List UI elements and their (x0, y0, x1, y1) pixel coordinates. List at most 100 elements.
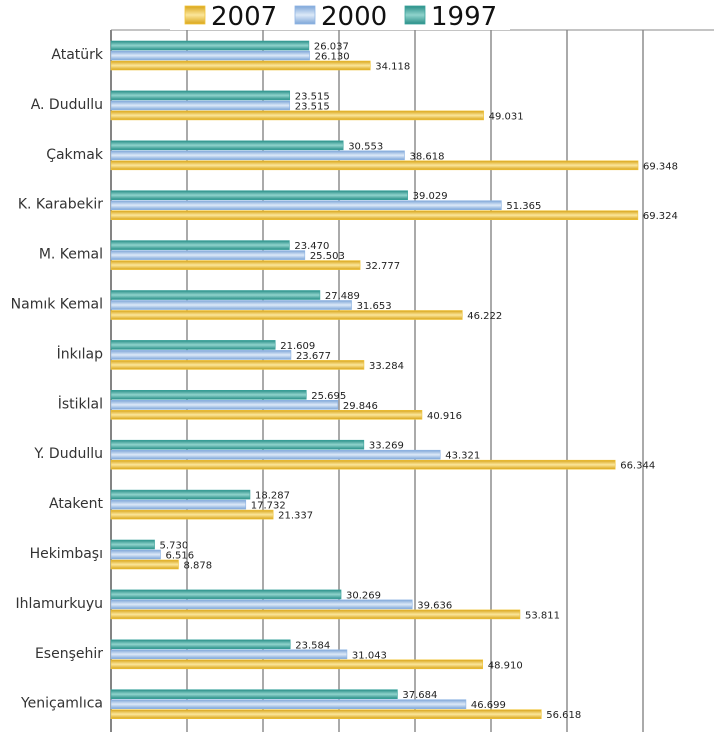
bar-2000 (110, 350, 292, 360)
data-label: 34.118 (375, 62, 410, 73)
bar-2000 (110, 300, 352, 310)
category-label: Namık Kemal (11, 297, 103, 313)
bar-1997 (110, 140, 344, 151)
bar-2007 (110, 609, 521, 620)
data-label: 38.618 (409, 151, 444, 162)
legend-background (170, 0, 510, 30)
bar-1997 (110, 389, 307, 400)
bar-2000 (110, 549, 161, 560)
bar-2000 (110, 649, 348, 660)
bar-1997 (110, 190, 408, 200)
bar-2000 (110, 150, 405, 161)
bars (110, 40, 639, 720)
data-label: 6.516 (166, 551, 195, 562)
legend-swatch-2007 (184, 5, 206, 25)
category-label: Y. Dudullu (33, 446, 103, 462)
category-label: A. Dudullu (31, 97, 103, 113)
data-label: 17.732 (251, 501, 286, 512)
data-label: 43.321 (445, 451, 480, 462)
category-label: Çakmak (46, 147, 104, 163)
bar-2007 (110, 409, 423, 420)
data-label: 5.730 (160, 541, 189, 552)
bar-1997 (110, 639, 291, 650)
data-label: 49.031 (489, 111, 524, 122)
data-label: 23.584 (295, 640, 330, 651)
bar-1997 (110, 539, 155, 550)
bar-1997 (110, 90, 291, 101)
gridlines (110, 29, 714, 732)
bar-2000 (110, 699, 467, 710)
bar-2000 (110, 50, 310, 61)
bar-1997 (110, 340, 276, 350)
data-label: 51.365 (506, 201, 541, 212)
bar-2000 (110, 399, 339, 410)
category-label: Ihlamurkuyu (16, 596, 103, 612)
category-label: M. Kemal (39, 247, 103, 263)
data-label: 31.043 (352, 650, 387, 661)
legend-label: 2000 (321, 2, 387, 32)
bar-2007 (110, 310, 463, 320)
data-label: 46.222 (467, 311, 502, 322)
bar-2007 (110, 459, 616, 470)
data-label: 27.489 (325, 291, 360, 302)
legend: 2007 2000 1997 (170, 0, 510, 32)
data-label: 23.515 (295, 101, 330, 112)
bar-1997 (110, 240, 290, 250)
data-label: 30.269 (346, 590, 381, 601)
data-label: 53.811 (525, 610, 560, 621)
data-label: 26.130 (315, 52, 350, 63)
bar-1997 (110, 290, 321, 300)
bar-2007 (110, 659, 484, 670)
data-label: 29.846 (343, 401, 378, 412)
category-label: İstiklal (58, 394, 103, 412)
data-label: 66.344 (620, 461, 655, 472)
bar-1997 (110, 689, 398, 700)
data-label: 48.910 (488, 660, 523, 671)
bar-2000 (110, 200, 502, 210)
bar-2007 (110, 260, 361, 270)
data-label: 30.553 (348, 141, 383, 152)
bar-2000 (110, 499, 247, 510)
data-label: 8.878 (183, 561, 212, 572)
bar-1997 (110, 489, 251, 500)
category-label: Esenşehir (35, 646, 103, 662)
data-label: 18.287 (255, 491, 290, 502)
bar-2000 (110, 100, 291, 111)
bar-1997 (110, 40, 310, 51)
bar-2007 (110, 509, 274, 520)
data-label: 23.470 (294, 241, 329, 252)
data-label: 21.609 (280, 341, 315, 352)
category-label: Yeniçamlıca (20, 696, 103, 712)
data-label: 46.699 (471, 700, 506, 711)
data-label: 33.269 (369, 441, 404, 452)
category-label: Hekimbaşı (30, 546, 103, 562)
data-label: 56.618 (546, 710, 581, 721)
bar-2007 (110, 60, 371, 71)
data-label: 39.029 (413, 191, 448, 202)
legend-swatch-2000 (294, 5, 316, 25)
legend-swatch-1997 (404, 5, 426, 25)
data-label: 25.503 (310, 251, 345, 262)
bar-2007 (110, 360, 365, 370)
bar-2007 (110, 210, 639, 220)
bar-2000 (110, 449, 441, 460)
bar-2000 (110, 599, 413, 610)
category-label: Atatürk (51, 47, 104, 63)
bar-2000 (110, 250, 306, 260)
data-label: 33.284 (369, 361, 404, 372)
data-label: 69.348 (643, 161, 678, 172)
bar-2007 (110, 709, 542, 720)
bar-2007 (110, 559, 179, 570)
bar-2007 (110, 110, 484, 121)
data-label: 25.695 (311, 391, 346, 402)
category-label: K. Karabekir (18, 197, 103, 213)
data-label: 40.916 (427, 411, 462, 422)
data-label: 39.636 (417, 600, 452, 611)
data-label: 31.653 (357, 301, 392, 312)
category-label: Atakent (49, 496, 103, 512)
legend-label: 1997 (431, 2, 497, 32)
category-label: İnkılap (57, 344, 103, 362)
data-label: 37.684 (402, 690, 437, 701)
